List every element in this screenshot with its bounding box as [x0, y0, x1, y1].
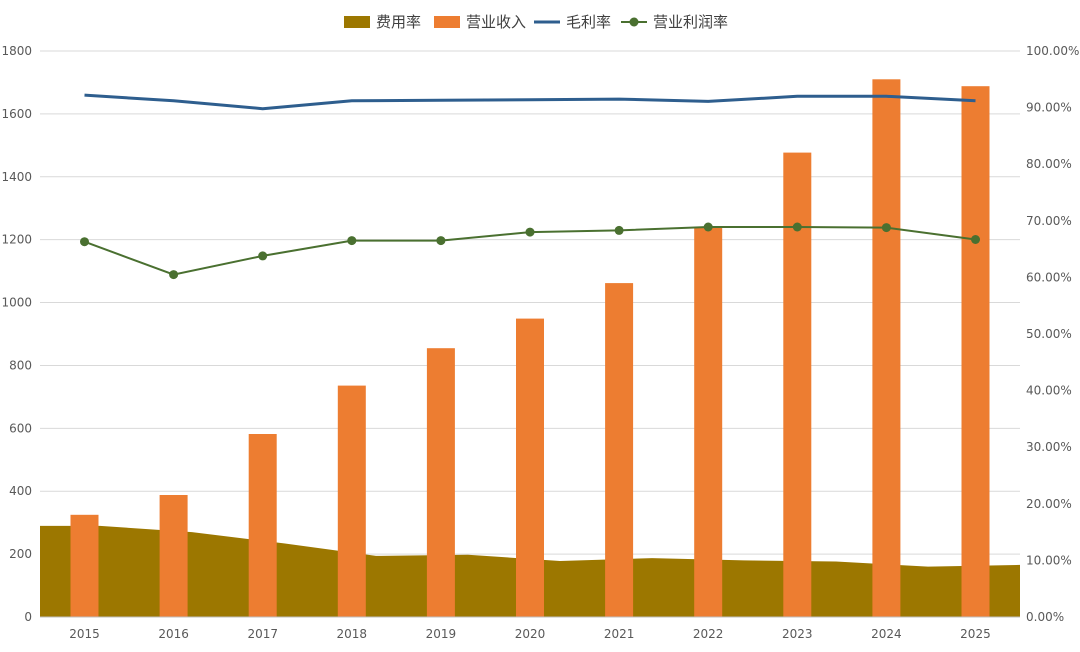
operating-margin-point: [258, 251, 268, 261]
y-right-tick-label: 40.00%: [1026, 384, 1072, 398]
y-left-tick-label: 400: [9, 484, 32, 498]
operating-margin-point: [881, 223, 891, 233]
revenue-bar: [248, 434, 277, 617]
axes: 0 200 400 600 800 1000 1200 1400 1600 1800 0.00% 10…: [1, 44, 1079, 641]
y-right-tick-label: 60.00%: [1026, 270, 1072, 284]
operating-margin-point: [80, 237, 89, 247]
x-tick-label: 2020: [515, 627, 546, 641]
revenue-bar: [694, 226, 723, 618]
operating-margin-point: [169, 270, 179, 280]
legend-swatch: [344, 16, 370, 28]
revenue-bar: [337, 385, 366, 617]
operating-margin-point: [614, 225, 624, 235]
y-right-tick-label: 70.00%: [1026, 214, 1072, 228]
y-left-tick-label: 1600: [1, 107, 32, 121]
y-right-tick-label: 0.00%: [1026, 610, 1064, 624]
x-tick-label: 2025: [960, 627, 991, 641]
y-left-tick-label: 600: [9, 421, 32, 435]
y-left-tick-label: 1800: [1, 44, 32, 58]
y-left-tick-label: 1200: [1, 233, 32, 247]
revenue-bar: [961, 86, 990, 617]
x-tick-label: 2019: [426, 627, 457, 641]
y-right-tick-label: 20.00%: [1026, 497, 1072, 511]
operating-margin-point: [525, 227, 535, 237]
legend: 费用率 营业收入 毛利率 营业利润率: [344, 13, 728, 31]
legend-item: 营业收入: [434, 13, 526, 31]
legend-item: 营业利润率: [621, 13, 728, 31]
y-right-tick-label: 30.00%: [1026, 440, 1072, 454]
x-tick-label: 2017: [247, 627, 278, 641]
revenue-bar: [70, 514, 99, 617]
ratio-lines: [80, 93, 980, 280]
operating-margin-point: [703, 222, 713, 232]
operating-margin-point: [971, 235, 980, 244]
y-left-tick-label: 200: [9, 547, 32, 561]
revenue-bar: [426, 348, 455, 617]
x-tick-label: 2016: [158, 627, 189, 641]
revenue-bar: [872, 79, 901, 618]
y-left-tick-label: 0: [24, 610, 32, 624]
revenue-bar: [159, 495, 188, 617]
y-left-tick-label: 800: [9, 358, 32, 372]
y-right-tick-label: 50.00%: [1026, 327, 1072, 341]
gross-margin-line: [84, 93, 976, 111]
y-left-tick-label: 1400: [1, 170, 32, 184]
y-left-tick-label: 1000: [1, 296, 32, 310]
revenue-bar: [605, 283, 634, 617]
operating-margin-point: [792, 222, 802, 232]
legend-item: 毛利率: [534, 13, 611, 31]
y-right-tick-label: 100.00%: [1026, 44, 1079, 58]
legend-label: 营业收入: [466, 13, 526, 31]
legend-label: 营业利润率: [653, 13, 728, 31]
revenue-bars: [70, 79, 990, 618]
x-tick-label: 2024: [871, 627, 902, 641]
x-tick-label: 2021: [604, 627, 635, 641]
legend-label: 费用率: [376, 13, 421, 31]
x-tick-label: 2022: [693, 627, 724, 641]
operating-margin-point: [436, 236, 446, 246]
legend-label: 毛利率: [566, 13, 611, 31]
operating-margin-point: [347, 236, 357, 246]
y-right-tick-label: 90.00%: [1026, 101, 1072, 115]
revenue-bar: [516, 318, 544, 617]
legend-swatch: [434, 16, 460, 28]
y-right-tick-label: 10.00%: [1026, 553, 1072, 567]
x-tick-label: 2018: [337, 627, 368, 641]
revenue-bar: [783, 152, 812, 617]
x-tick-label: 2015: [69, 627, 100, 641]
legend-item: 费用率: [344, 13, 421, 31]
legend-marker: [629, 17, 639, 27]
y-right-tick-label: 80.00%: [1026, 157, 1072, 171]
x-tick-label: 2023: [782, 627, 813, 641]
